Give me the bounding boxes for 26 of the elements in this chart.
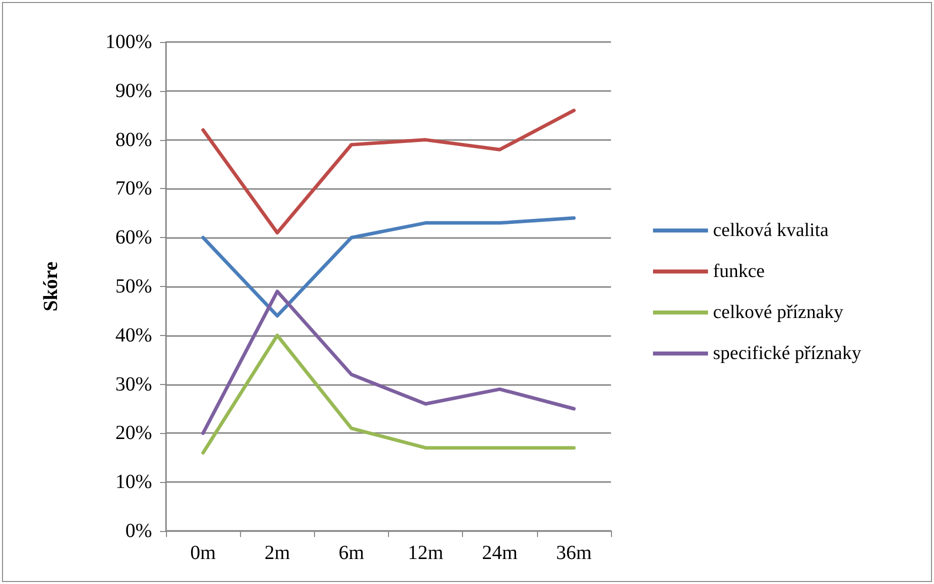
y-tick-label: 100% [105, 31, 152, 53]
y-tick-label: 20% [115, 422, 152, 444]
y-axis-title: Skóre [40, 262, 62, 312]
line-series [201, 216, 576, 318]
y-tick-label: 80% [115, 128, 152, 151]
x-tick-label: 0m [190, 542, 216, 564]
y-tick-label: 40% [115, 324, 152, 346]
y-tick-label: 10% [115, 471, 152, 494]
legend-label: celkové příznaky [713, 302, 844, 323]
y-tick-label: 90% [115, 80, 152, 102]
y-tick-label: 70% [115, 178, 152, 200]
y-tick-label: 60% [115, 226, 152, 249]
y-tick-label: 50% [115, 276, 152, 298]
line-series [201, 108, 576, 234]
x-tick-label: 36m [556, 542, 592, 564]
legend-label: funkce [713, 261, 765, 282]
y-tick-label: 0% [125, 520, 152, 542]
x-tick-label: 2m [264, 542, 290, 564]
legend-label: celková kvalita [713, 220, 830, 241]
x-tick-label: 6m [338, 542, 365, 564]
line-series [201, 334, 576, 455]
legend-label: specifické příznaky [713, 343, 862, 364]
x-tick-label: 24m [482, 542, 518, 564]
line-series [201, 290, 576, 435]
y-tick-label: 30% [115, 373, 152, 396]
x-tick-label: 12m [408, 542, 444, 564]
